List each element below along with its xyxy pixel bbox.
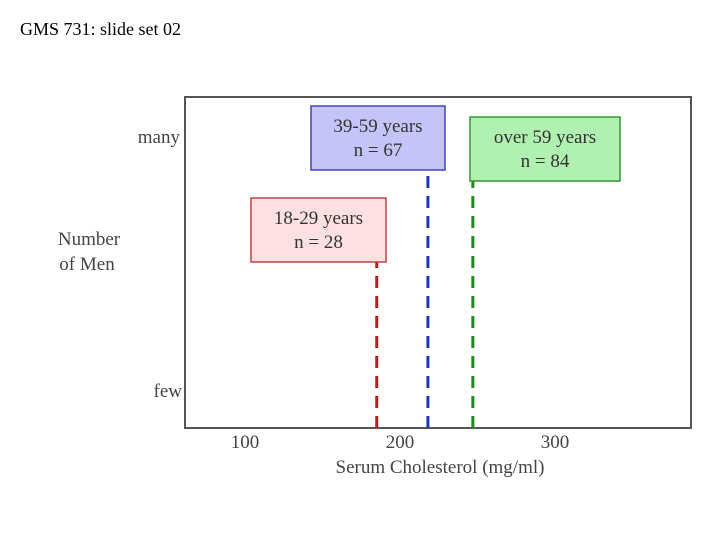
x-tick-label: 300 (541, 432, 570, 453)
series-count: n = 28 (294, 232, 343, 253)
series-name: 39-59 years (333, 116, 422, 137)
series-label-box: over 59 years n = 84 (469, 116, 621, 182)
y-tick-few: few (154, 381, 183, 402)
y-axis-label-line-1: Number (58, 229, 121, 250)
series-name: 18-29 years (274, 208, 363, 229)
series-box-rect (250, 197, 387, 263)
y-tick-many: many (138, 127, 181, 148)
series-label-box: 39-59 years n = 67 (310, 105, 446, 171)
slide-title: GMS 731: slide set 02 (20, 19, 182, 39)
series-count: n = 84 (521, 151, 570, 172)
x-tick-label: 100 (231, 432, 260, 453)
series-label-box: 18-29 years n = 28 (250, 197, 387, 263)
x-axis-label: Serum Cholesterol (mg/ml) (336, 457, 545, 478)
series-count: n = 67 (354, 140, 403, 161)
y-axis-label-line-2: of Men (59, 254, 115, 275)
series-box-rect (310, 105, 446, 171)
series-name: over 59 years (494, 127, 596, 148)
x-tick-label: 200 (386, 432, 415, 453)
series-box-rect (469, 116, 621, 182)
